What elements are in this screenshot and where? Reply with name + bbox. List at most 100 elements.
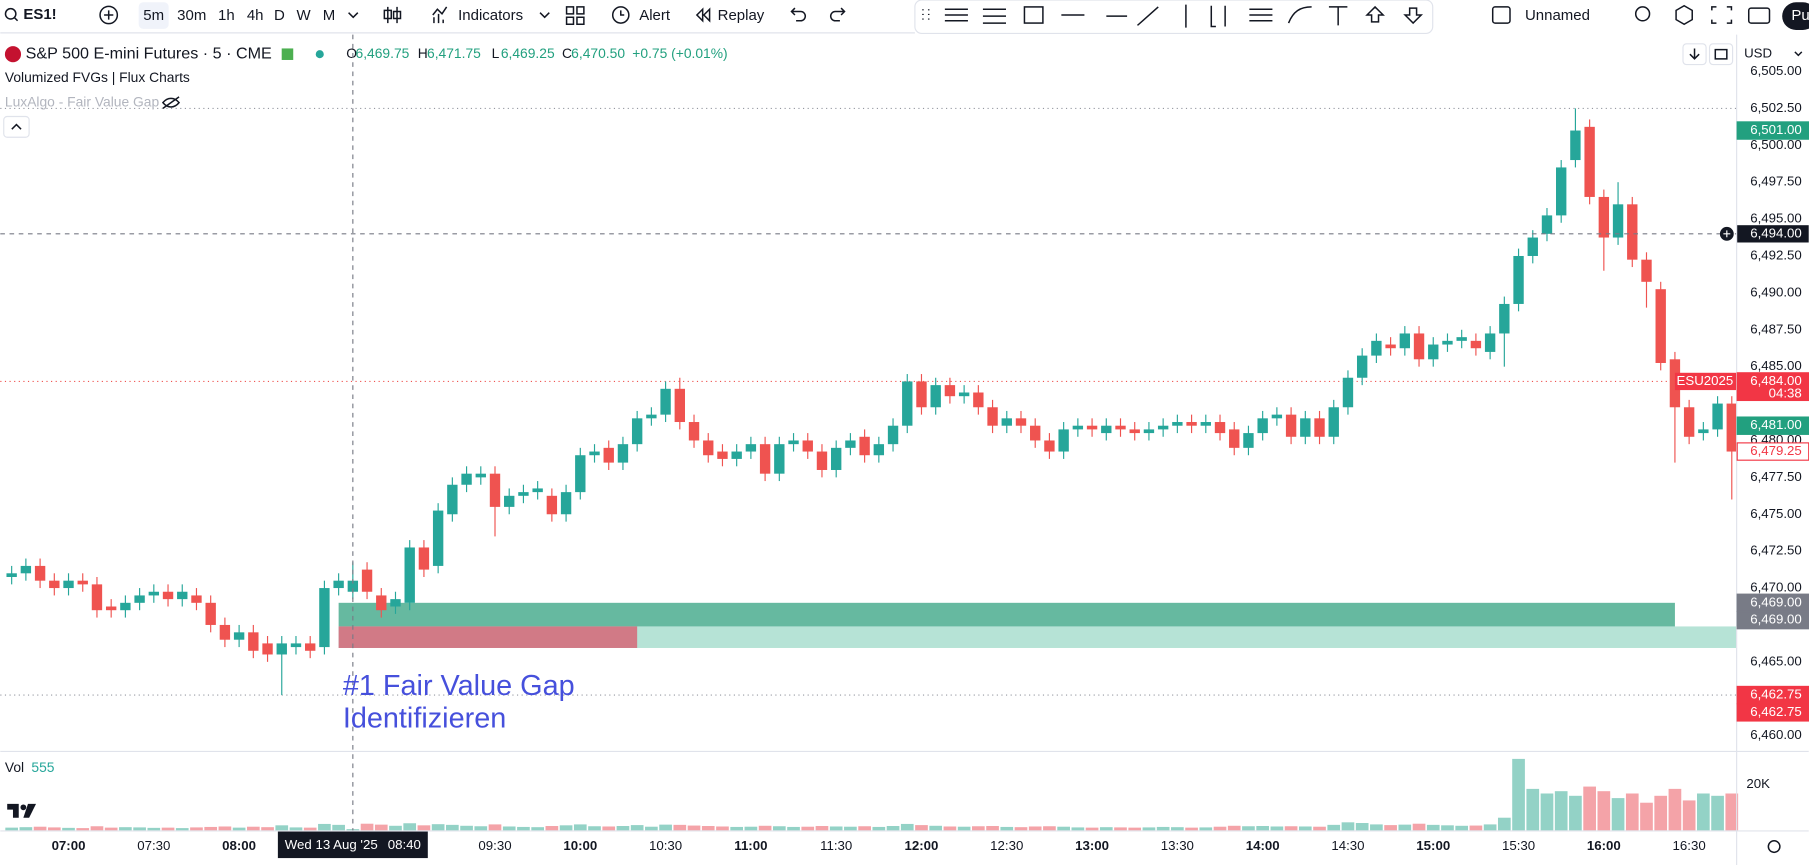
- candle-body: [1513, 255, 1524, 304]
- replay-icon[interactable]: [695, 7, 711, 23]
- search-icon[interactable]: [4, 7, 17, 20]
- fvg-zone: [338, 602, 1675, 627]
- volume-bar: [1554, 791, 1568, 831]
- x-tick-label: 12:30: [990, 838, 1023, 853]
- candle-body: [319, 588, 330, 648]
- active-interval-bg: [138, 2, 169, 29]
- candle-body: [1726, 403, 1737, 452]
- crosshair-date: Wed 13 Aug '25: [285, 837, 378, 852]
- indicators-button[interactable]: Indicators: [458, 7, 523, 24]
- candle-body: [162, 591, 174, 600]
- volume-bar: [232, 827, 246, 831]
- candle-body: [1683, 407, 1695, 437]
- volume-bar: [332, 824, 345, 831]
- tool-fib[interactable]: [944, 8, 968, 22]
- indicators-icon[interactable]: [432, 6, 448, 24]
- candle-body: [248, 632, 259, 651]
- drag-handle[interactable]: [922, 9, 930, 20]
- add-symbol[interactable]: [99, 5, 119, 25]
- interval[interactable]: M: [323, 7, 335, 24]
- indicator-legend[interactable]: LuxAlgo - Fair Value Gap: [5, 93, 160, 109]
- interval[interactable]: 30m: [177, 7, 206, 24]
- candle-body: [603, 447, 614, 463]
- volume-bar: [318, 823, 331, 831]
- candle-body: [1698, 429, 1709, 434]
- chart-type-icon[interactable]: [383, 6, 402, 24]
- candle-body: [205, 602, 216, 625]
- crosshair-add: [1723, 230, 1731, 238]
- templates-icon[interactable]: [565, 6, 585, 25]
- candle-body: [1385, 344, 1396, 349]
- volume-bar: [1725, 793, 1739, 831]
- interval[interactable]: 1h: [218, 7, 235, 24]
- crosshair-time-box: [277, 831, 428, 859]
- candle-body: [1570, 130, 1581, 161]
- volume-bar: [1370, 824, 1383, 831]
- volume-tick-label: 20K: [1746, 776, 1770, 791]
- collapse-button[interactable]: [3, 115, 30, 138]
- interval-dropdown[interactable]: [348, 12, 359, 19]
- ohlc-value: 6,471.75: [427, 45, 481, 61]
- snapshot-icon[interactable]: [1747, 7, 1771, 24]
- volume-bar: [630, 825, 644, 831]
- interval[interactable]: W: [297, 7, 312, 24]
- alert-button[interactable]: Alert: [639, 7, 671, 24]
- layout-icon[interactable]: [1491, 6, 1511, 24]
- volume-bar: [1682, 800, 1696, 831]
- tool-channel[interactable]: [982, 8, 1006, 24]
- currency[interactable]: USD: [1744, 46, 1772, 61]
- settings-icon[interactable]: [1675, 4, 1693, 26]
- candle-body: [674, 388, 685, 423]
- publish-button[interactable]: [1782, 2, 1809, 30]
- interval[interactable]: 4h: [247, 7, 264, 24]
- x-tick-label: 10:00: [563, 838, 597, 853]
- undo[interactable]: [790, 7, 806, 22]
- alert-icon[interactable]: [611, 6, 630, 24]
- symbol[interactable]: ES1!: [23, 6, 56, 23]
- volume-bar: [1426, 824, 1440, 831]
- ohlc-change: +0.75 (+0.01%): [632, 45, 727, 61]
- candle-body: [1428, 344, 1439, 360]
- replay-button[interactable]: Replay: [718, 7, 765, 24]
- reset-button[interactable]: [1708, 43, 1734, 66]
- volume-bar: [1256, 826, 1270, 831]
- drawing-tools[interactable]: [1061, 4, 1424, 28]
- fvg-zone: [338, 626, 638, 648]
- x-tick-label: 11:30: [820, 838, 852, 853]
- candle-body: [1413, 333, 1425, 360]
- compare-icon[interactable]: [1634, 6, 1651, 22]
- market-status: [281, 48, 294, 60]
- ohlc-key: O: [346, 45, 357, 61]
- axis-settings[interactable]: [1767, 840, 1781, 854]
- volume-bar: [161, 827, 175, 831]
- volume-bar: [744, 826, 758, 831]
- interval[interactable]: D: [274, 7, 285, 24]
- redo[interactable]: [830, 7, 846, 22]
- ohlc-value: 6,470.50: [571, 45, 625, 61]
- interval[interactable]: 5m: [143, 7, 164, 24]
- indicators-dropdown[interactable]: [539, 12, 550, 19]
- candle-body: [1172, 422, 1183, 426]
- tool-rect[interactable]: [1023, 6, 1044, 24]
- candle-body: [1541, 215, 1553, 234]
- indicator-legend[interactable]: Volumized FVGs | Flux Charts: [5, 69, 190, 85]
- y-tick-label: 6,495.00: [1750, 211, 1802, 226]
- hidden-icon[interactable]: [161, 96, 181, 110]
- volume-label: Vol: [5, 759, 24, 775]
- volume-bar: [1697, 793, 1710, 831]
- volume-bar: [758, 825, 772, 831]
- candle-body: [802, 440, 813, 452]
- candle-body: [589, 451, 600, 456]
- volume-bar: [645, 826, 658, 831]
- candle-body: [788, 440, 799, 445]
- candle-body: [1072, 425, 1084, 430]
- volume-bar: [829, 826, 843, 831]
- volume-bar: [716, 826, 729, 831]
- layout-name[interactable]: Unnamed: [1525, 7, 1590, 24]
- ohlc-value: 6,469.25: [501, 45, 555, 61]
- volume-bar: [76, 828, 90, 831]
- candle-body: [404, 547, 415, 603]
- candle-body: [745, 444, 757, 452]
- publish-label[interactable]: Pu: [1791, 7, 1809, 24]
- fullscreen-icon[interactable]: [1711, 6, 1733, 24]
